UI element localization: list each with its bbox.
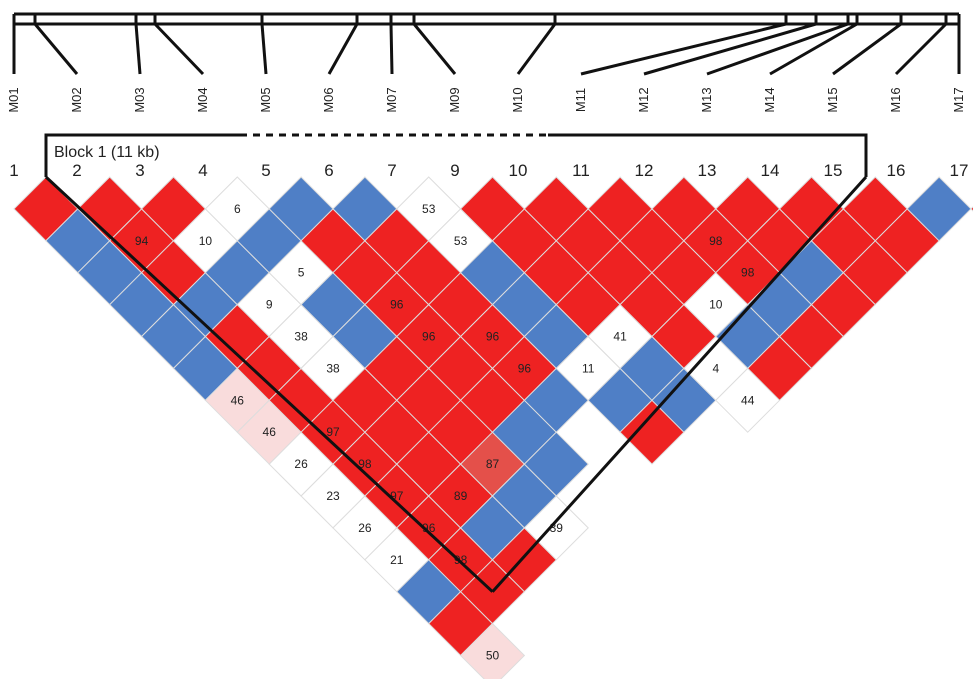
marker-connector	[516, 23, 557, 75]
ld-value: 98	[454, 553, 468, 567]
marker-name: M17	[951, 87, 966, 112]
marker-name: M05	[258, 87, 273, 112]
haplotype-block: Block 1 (11 kb)	[44, 133, 868, 593]
marker-labels: M01 1 M02 2 M03 3 M04 4 M05 5 M06 6 M07 7 M09 9 M10 10 M11…	[6, 87, 968, 180]
marker-index: 13	[698, 161, 717, 180]
marker-index: 10	[509, 161, 528, 180]
ld-value: 98	[709, 234, 723, 248]
ld-value: 21	[390, 553, 404, 567]
marker-name: M07	[384, 87, 399, 112]
marker-index: 16	[887, 161, 906, 180]
ld-value: 23	[326, 489, 340, 503]
marker-name: M15	[825, 87, 840, 112]
ld-value: 5	[298, 266, 305, 280]
ld-value: 38	[294, 330, 308, 344]
marker-connector	[260, 23, 268, 75]
ld-value: 9	[266, 298, 273, 312]
marker-connector	[389, 23, 394, 75]
marker-name: M16	[888, 87, 903, 112]
marker-index: 11	[572, 161, 590, 180]
ld-value: 89	[454, 489, 468, 503]
ld-value: 4	[712, 361, 719, 375]
marker-connector	[706, 22, 849, 76]
marker-connector	[33, 23, 79, 75]
marker-index: 4	[198, 161, 207, 180]
ld-value: 46	[263, 425, 277, 439]
marker-name: M03	[132, 87, 147, 112]
block-label: Block 1 (11 kb)	[54, 144, 160, 161]
marker-name: M11	[573, 88, 588, 112]
ld-value: 53	[422, 202, 436, 216]
ld-value: 97	[390, 489, 404, 503]
marker-name: M04	[195, 87, 210, 112]
marker-index: 17	[950, 161, 969, 180]
marker-index: 2	[72, 161, 81, 180]
marker-index: 15	[824, 161, 843, 180]
marker-name: M13	[699, 87, 714, 112]
ld-value: 11	[582, 361, 595, 375]
ld-value: 44	[741, 393, 755, 407]
ld-value: 96	[390, 298, 404, 312]
marker-name: M10	[510, 87, 525, 112]
marker-name: M14	[762, 87, 777, 112]
ld-value: 41	[613, 330, 627, 344]
ld-value: 96	[486, 330, 500, 344]
marker-connector	[134, 23, 142, 75]
ld-cells: 4646262326215094979897969810938388965873…	[13, 176, 973, 679]
ld-value: 94	[135, 234, 149, 248]
marker-connector	[412, 23, 457, 75]
marker-index: 3	[135, 161, 144, 180]
marker-connector	[153, 22, 205, 76]
block-outline-left	[44, 133, 240, 177]
ld-value: 38	[326, 361, 340, 375]
marker-name: M09	[447, 87, 462, 112]
ld-value: 97	[326, 425, 340, 439]
marker-index: 7	[387, 161, 396, 180]
marker-index: 6	[324, 161, 333, 180]
ld-cell	[459, 622, 526, 679]
marker-index: 14	[761, 161, 780, 180]
ld-value: 10	[199, 234, 213, 248]
ld-cell	[523, 495, 589, 561]
ld-value: 10	[709, 298, 723, 312]
ld-value: 96	[422, 330, 436, 344]
ld-value: 98	[741, 266, 755, 280]
block-diagonal-right	[491, 175, 868, 593]
block-outline-right	[548, 133, 868, 177]
marker-connector	[580, 22, 787, 76]
ld-value: 53	[454, 234, 468, 248]
ld-value: 96	[518, 361, 532, 375]
marker-index: 1	[9, 161, 18, 180]
marker-connector	[327, 23, 359, 75]
ld-value: 50	[486, 649, 500, 663]
marker-name: M01	[6, 87, 21, 112]
marker-name: M02	[69, 87, 84, 112]
ld-value: 26	[358, 521, 372, 535]
marker-index: 9	[450, 161, 459, 180]
ld-value: 98	[358, 457, 372, 471]
ld-cell	[906, 176, 972, 242]
ld-value: 87	[486, 457, 500, 471]
chromosome-track	[12, 12, 961, 76]
marker-connector	[894, 22, 948, 76]
marker-index: 12	[635, 161, 654, 180]
marker-connector	[643, 22, 817, 76]
marker-name: M06	[321, 87, 336, 112]
ld-value: 6	[234, 202, 241, 216]
marker-connector	[832, 22, 902, 76]
block-diagonal-left	[44, 175, 494, 593]
ld-value: 26	[294, 457, 308, 471]
marker-index: 5	[261, 161, 270, 180]
marker-connector	[769, 22, 858, 76]
marker-name: M12	[636, 87, 651, 112]
ld-value: 46	[231, 393, 245, 407]
ld-cell	[523, 431, 589, 497]
